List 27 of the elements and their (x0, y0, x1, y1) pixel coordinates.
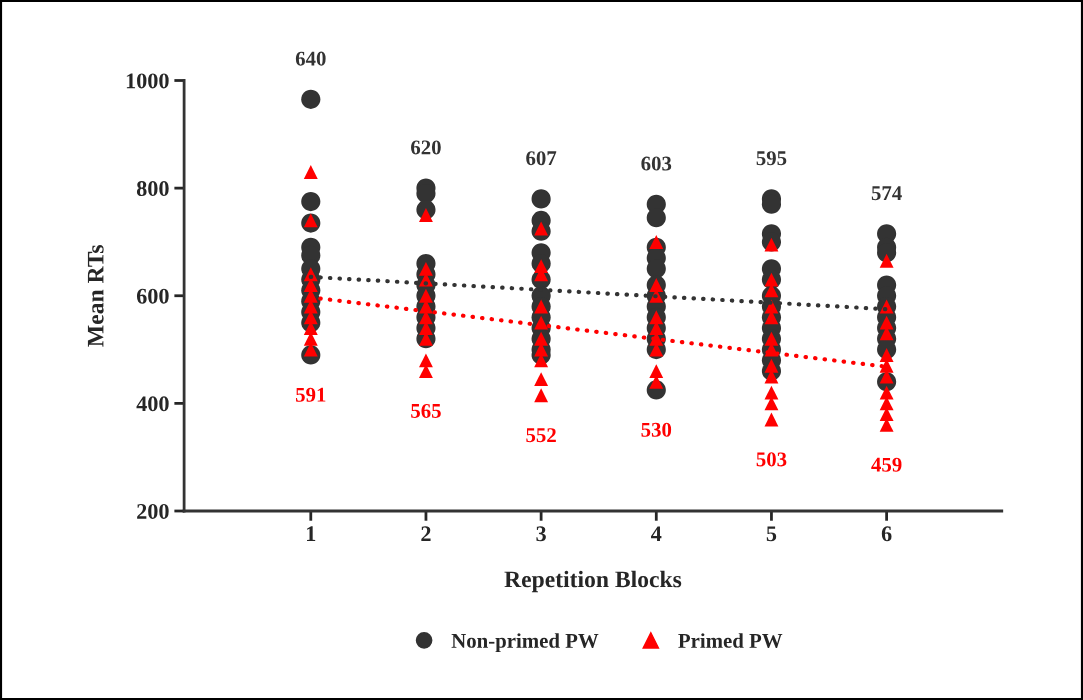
annotation: 603 (641, 156, 672, 171)
x-tick-label: 6 (881, 526, 892, 542)
y-tick-label: 600 (136, 288, 169, 304)
y-tick-label: 200 (137, 503, 169, 519)
annotation: 530 (641, 422, 672, 437)
x-axis-title: Repetition Blocks (504, 570, 682, 593)
annotation: 565 (411, 403, 441, 418)
x-tick-label: 3 (536, 526, 546, 542)
annotation: 591 (296, 387, 326, 402)
x-tick-label: 2 (421, 526, 431, 541)
legend-label: Non-primed PW (451, 633, 599, 653)
annotation: 552 (526, 428, 556, 443)
annotation: 574 (871, 186, 902, 201)
annotation: 607 (526, 151, 557, 166)
text: 640 (295, 51, 326, 66)
y-tick-label: 800 (136, 181, 169, 197)
x-tick-label: 4 (651, 526, 662, 541)
x-tick-label: 5 (766, 526, 777, 542)
annotation: 459 (871, 457, 902, 472)
annotation: 503 (756, 452, 787, 467)
annotation: 620 (411, 140, 441, 155)
x-tick-label: 1 (307, 526, 316, 541)
y-tick-label: 1000 (126, 73, 169, 89)
y-tick-label: 400 (136, 396, 169, 412)
annotation: 595 (756, 151, 787, 166)
legend-label: Primed PW (678, 633, 783, 648)
y-axis-title: Mean RTs (87, 245, 104, 347)
